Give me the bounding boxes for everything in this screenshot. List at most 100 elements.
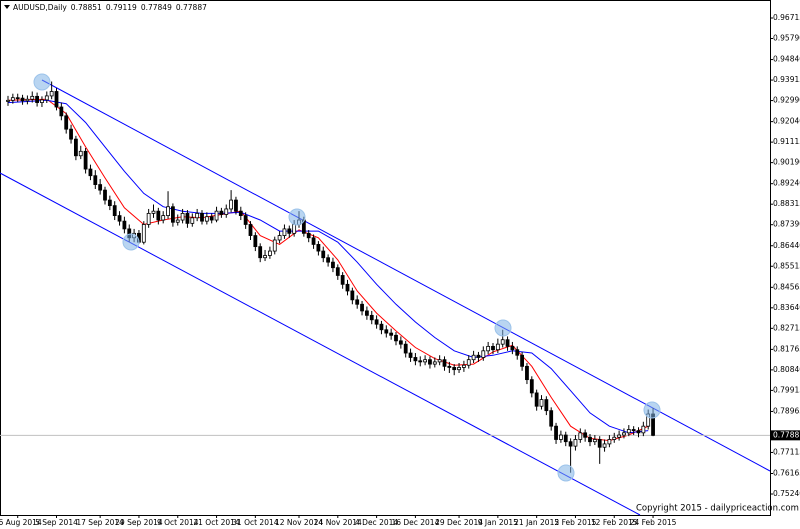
candle-body bbox=[389, 332, 394, 336]
y-tick-label: 0.77115 bbox=[773, 447, 800, 456]
candle-body bbox=[457, 367, 461, 371]
candle-body bbox=[59, 106, 64, 117]
candle-body bbox=[219, 210, 224, 215]
candle-body bbox=[500, 339, 505, 345]
x-tick-label: 29 Sep 2014 bbox=[115, 518, 163, 527]
candle-body bbox=[287, 228, 292, 234]
candle-body bbox=[93, 175, 98, 185]
candle-body bbox=[437, 359, 442, 363]
x-tick-label: 29 Dec 2014 bbox=[435, 518, 483, 527]
candle-body bbox=[238, 210, 243, 217]
candle-body bbox=[510, 345, 515, 351]
touch-circle bbox=[643, 401, 661, 419]
candle-body bbox=[452, 367, 457, 371]
candle-body bbox=[263, 255, 267, 259]
candle-body bbox=[335, 267, 340, 276]
candle-body bbox=[428, 359, 432, 365]
candle-body bbox=[248, 224, 253, 236]
candle-body bbox=[331, 261, 335, 269]
candle-body bbox=[6, 99, 10, 102]
candle-body bbox=[156, 210, 161, 221]
candle-body bbox=[554, 425, 558, 440]
candle-body bbox=[563, 434, 568, 443]
y-tick-label: 0.81765 bbox=[773, 344, 800, 353]
candle-body bbox=[466, 359, 471, 366]
candle-body bbox=[170, 206, 175, 223]
candle-body bbox=[122, 220, 127, 230]
candle-body bbox=[69, 128, 73, 140]
candle-body bbox=[418, 360, 423, 363]
x-tick-label: 26 Aug 2014 bbox=[0, 518, 42, 527]
candle-body bbox=[384, 329, 389, 334]
candle-body bbox=[224, 208, 229, 215]
candle-body bbox=[626, 429, 631, 434]
moving-average bbox=[7, 99, 649, 434]
title-arrow bbox=[4, 5, 10, 9]
x-tick-label: 2 Feb 2015 bbox=[554, 518, 596, 527]
candle-body bbox=[117, 215, 122, 222]
candle-body bbox=[636, 430, 641, 434]
candle-body bbox=[355, 299, 360, 305]
x-tick-label: 16 Dec 2014 bbox=[391, 518, 439, 527]
candle-body bbox=[306, 232, 311, 239]
symbol: AUDUSD,Daily bbox=[13, 3, 67, 12]
last-close: 0.77887 bbox=[176, 3, 207, 12]
candle-body bbox=[403, 343, 408, 354]
candle-body bbox=[578, 432, 583, 440]
x-tick-label: 4 Dec 2014 bbox=[355, 518, 398, 527]
candle-body bbox=[350, 290, 355, 301]
candle-body bbox=[185, 212, 190, 224]
candle-body bbox=[78, 150, 83, 157]
y-tick-label: 0.82715 bbox=[773, 323, 800, 332]
candle-body bbox=[277, 235, 282, 241]
x-tick-label: 21 Oct 2014 bbox=[193, 518, 240, 527]
x-tick-label: 5 Sep 2014 bbox=[35, 518, 78, 527]
candle-body bbox=[88, 168, 93, 177]
chart-title: AUDUSD,Daily 0.78851 0.79119 0.77849 0.77887 bbox=[13, 3, 207, 12]
candle-body bbox=[583, 432, 588, 438]
candle-body bbox=[190, 217, 195, 224]
candle-body bbox=[374, 319, 379, 325]
candle-body bbox=[49, 91, 54, 97]
candle-body bbox=[471, 354, 476, 361]
y-tick-label: 0.79915 bbox=[773, 385, 800, 394]
last-high: 0.79119 bbox=[106, 3, 137, 12]
candle-body bbox=[146, 212, 151, 225]
touch-circle bbox=[557, 464, 575, 482]
candle-body bbox=[379, 323, 384, 331]
x-tick-label: 12 Nov 2014 bbox=[275, 518, 323, 527]
candle-body bbox=[10, 97, 15, 101]
y-tick-label: 0.78965 bbox=[773, 406, 800, 415]
candle-body bbox=[345, 283, 350, 292]
candle-body bbox=[209, 216, 214, 221]
x-tick-label: 9 Oct 2014 bbox=[157, 518, 199, 527]
candle-body bbox=[40, 99, 44, 103]
candle-body bbox=[364, 310, 369, 316]
candle-body bbox=[408, 352, 413, 358]
candle-body bbox=[243, 215, 248, 225]
candle-body bbox=[607, 439, 612, 445]
candle-body bbox=[486, 345, 491, 352]
candle-body bbox=[175, 219, 180, 223]
candle-body bbox=[622, 432, 626, 436]
x-tick-label: 24 Feb 2015 bbox=[630, 518, 677, 527]
candle-body bbox=[20, 97, 25, 102]
candle-body bbox=[369, 314, 374, 321]
candle-body bbox=[432, 361, 437, 365]
candle-body bbox=[505, 339, 510, 347]
candle-body bbox=[267, 250, 272, 256]
candle-body bbox=[568, 441, 573, 447]
touch-circle bbox=[33, 73, 51, 91]
candle-body bbox=[602, 443, 607, 448]
x-tick-label: 9 Jan 2015 bbox=[478, 518, 518, 527]
candle-body bbox=[340, 275, 345, 285]
candle-body bbox=[476, 354, 481, 358]
candle-body bbox=[253, 235, 258, 248]
